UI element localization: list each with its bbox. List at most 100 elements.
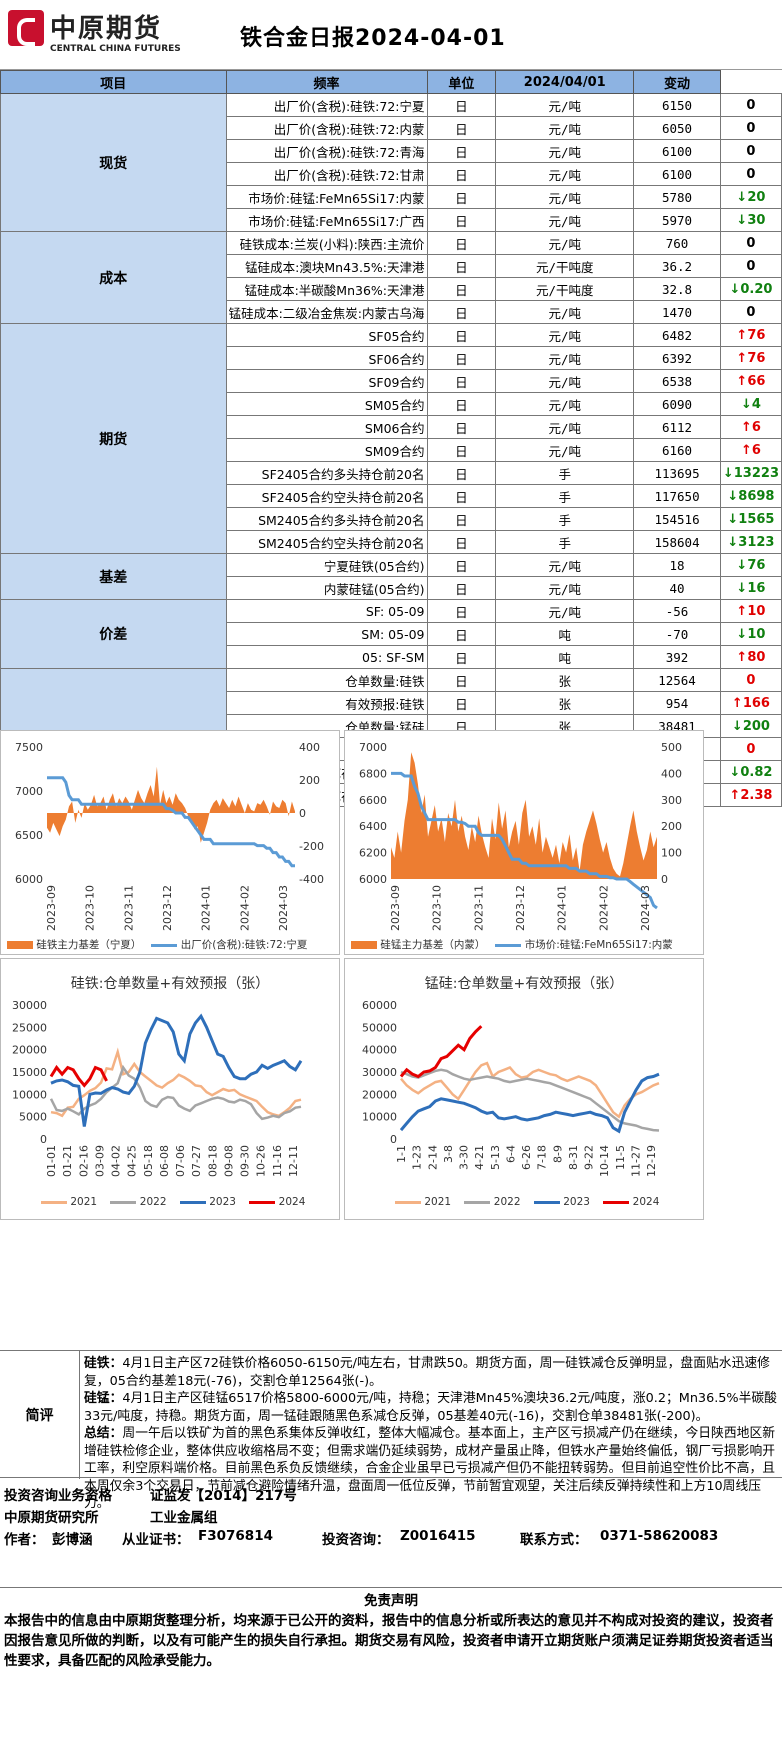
unit-cell: 张 [495,668,635,692]
change-cell: 0 [719,737,782,761]
item-cell: 宁夏硅铁(05合约) [225,553,428,577]
change-value: 0 [746,166,756,182]
change-value: 13223 [733,465,779,481]
change-cell: ↑166 [719,691,782,715]
change-value: 0 [746,304,756,320]
value-cell: 5780 [633,185,721,209]
change-value: 10 [747,626,766,642]
item-cell: SF2405合约多头持仓前20名 [225,461,428,485]
arrow-down-icon: ↓ [736,626,748,642]
x-tick-label: 1-1 [395,1145,408,1163]
value-cell: 6050 [633,116,721,140]
chart-sm-basis-legend: 硅锰主力基差（内蒙） 市场价:硅锰:FeMn65Si17:内蒙 [351,937,673,952]
y-tick-label: 10000 [362,1111,397,1124]
chart-sf-warrants-legend: 2021 2022 2023 2024 [41,1196,305,1208]
change-value: 0 [746,97,756,113]
arrow-down-icon: ↓ [729,281,741,297]
x-tick-label: 2023-12 [514,885,527,931]
report-footer: 投资咨询业务资格 证监发【2014】217号 中原期货研究所 工业金属组 作者：… [0,1478,782,1588]
category-cell: 现货 [0,93,227,232]
freq-cell: 日 [426,622,497,646]
x-tick-label: 2023-10 [84,885,97,931]
freq-cell: 日 [426,645,497,669]
report-header: 中原期货 CENTRAL CHINA FUTURES 铁合金日报2024-04-… [0,0,782,70]
x-tick-label: 2024-02 [597,885,610,931]
freq-cell: 日 [426,553,497,577]
x-tick-label: 8-31 [567,1145,580,1170]
value-cell: 6160 [633,438,721,462]
change-cell: ↑6 [719,438,782,462]
legend-label: 市场价:硅锰:FeMn65Si17:内蒙 [524,939,673,951]
change-cell: ↓4 [719,392,782,416]
x-tick-label: 11-5 [614,1145,627,1170]
x-tick-label: 01-01 [45,1145,58,1177]
change-cell: ↓30 [719,208,782,232]
change-cell: ↓13223 [719,461,782,485]
change-cell: 0 [719,254,782,278]
y-tick-label-left: 6000 [359,873,387,886]
change-cell: ↑80 [719,645,782,669]
group-name: 工业金属组 [150,1510,218,1526]
change-cell: 0 [719,231,782,255]
y-tick-label: 20000 [12,1044,47,1057]
change-cell: ↓0.82 [719,760,782,784]
freq-cell: 日 [426,277,497,301]
value-cell: 113695 [633,461,721,485]
change-cell: ↑76 [719,346,782,370]
legend-label: 2024 [632,1196,660,1208]
contact-label: 联系方式： [520,1532,588,1548]
table-row: SM: 05-09 日吨 -70 ↓10 [1,622,782,646]
change-cell: ↑6 [719,415,782,439]
series-line-2022 [49,1064,302,1121]
change-cell: ↓3123 [719,530,782,554]
disclaimer-section: 免责声明 本报告中的信息由中原期货整理分析，均来源于已公开的资料，报告中的信息分… [0,1587,782,1738]
value-cell: 5970 [633,208,721,232]
freq-cell: 日 [426,254,497,278]
col-header-freq: 频率 [225,70,428,94]
y-tick-label: 10000 [12,1088,47,1101]
x-tick-label: 8-9 [551,1145,564,1163]
unit-cell: 手 [495,461,635,485]
freq-cell: 日 [426,392,497,416]
y-tick-label: 30000 [12,999,47,1012]
x-tick-label: 4-21 [473,1145,486,1170]
x-tick-label: 3-30 [458,1145,471,1170]
table-row: 价差 SF: 05-09 日元/吨 -56 ↑10 [0,599,782,669]
item-cell: SF: 05-09 [225,599,428,623]
x-tick-label: 12-11 [287,1145,300,1177]
y-tick-label: 15000 [12,1066,47,1079]
value-cell: 117650 [633,484,721,508]
y-tick-label-left: 6200 [359,847,387,860]
change-value: 8698 [738,488,775,504]
x-tick-label: 03-09 [93,1145,106,1177]
data-table: 项目 频率 单位 2024/04/01 变动 现货 出厂价(含税):硅铁:72:宁… [0,70,782,807]
value-cell: 36.2 [633,254,721,278]
change-value: 30 [747,212,766,228]
arrow-down-icon: ↓ [740,396,752,412]
change-cell: ↓8698 [719,484,782,508]
x-tick-label: 2023-09 [45,885,58,931]
change-value: 80 [747,649,766,665]
change-value: 4 [751,396,761,412]
chart-sf-warrants-svg: 0 5000 10000 15000 20000 25000 30000 01-01 01-21… [12,999,303,1177]
x-tick-label: 2024-01 [556,885,569,931]
author-name: 彭博涵 [52,1532,93,1548]
value-cell: 12564 [633,668,721,692]
x-tick-label: 11-16 [271,1145,284,1177]
table-header-row: 项目 频率 单位 2024/04/01 变动 [0,70,782,94]
value-cell: 760 [633,231,721,255]
change-value: 76 [747,350,766,366]
x-tick-label: 10-14 [598,1145,611,1177]
legend-label: 2021 [70,1196,98,1208]
freq-cell: 日 [426,116,497,140]
change-value: 166 [742,695,770,711]
value-cell: 6392 [633,346,721,370]
freq-cell: 日 [426,300,497,324]
series-line-2024 [399,1025,483,1079]
y-tick-label-right: 200 [299,774,320,787]
legend-label: 2023 [563,1196,590,1208]
col-header-change: 变动 [633,70,721,94]
freq-cell: 日 [426,530,497,554]
item-cell: 市场价:硅锰:FeMn65Si17:内蒙 [225,185,428,209]
